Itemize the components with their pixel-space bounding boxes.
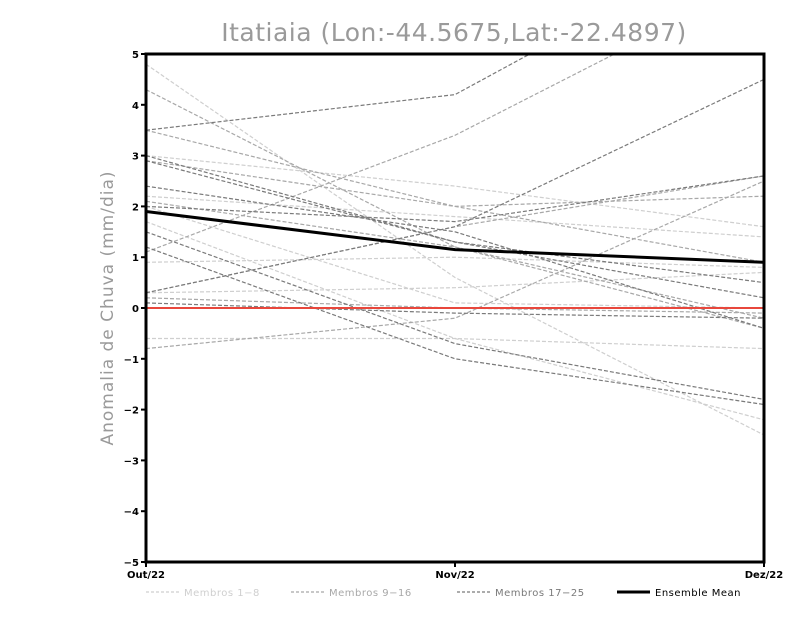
y-tick-label: 1 — [132, 253, 139, 264]
member-line-22 — [146, 246, 764, 406]
member-line-24 — [146, 302, 764, 319]
legend-label: Ensemble Mean — [655, 588, 741, 599]
member-line-14 — [146, 175, 764, 294]
member-line-23 — [146, 78, 764, 294]
y-axis-ticks: −5 −4 −3 −2 −1 0 1 2 3 4 5 — [124, 50, 146, 569]
legend-label: Membros 9−16 — [329, 588, 412, 599]
y-tick-label: 4 — [132, 101, 139, 112]
member-line-13 — [146, 54, 616, 253]
ensemble-mean-line — [146, 210, 764, 264]
member-line-21 — [146, 231, 764, 400]
plot-frame — [144, 52, 766, 564]
member-line-19 — [146, 185, 764, 329]
y-tick-label: −4 — [124, 507, 139, 518]
member-line-12 — [146, 200, 764, 319]
member-line-17 — [146, 54, 532, 131]
member-line-1 — [146, 63, 764, 436]
member-line-9 — [146, 89, 764, 329]
member-line-15 — [146, 180, 764, 350]
y-tick-label: 0 — [132, 304, 139, 315]
x-tick-label: Out/22 — [127, 570, 165, 581]
legend-label: Membros 1−8 — [184, 588, 260, 599]
member-line-3 — [146, 205, 764, 309]
y-tick-label: 2 — [132, 202, 139, 213]
y-tick-label: 3 — [132, 152, 139, 163]
y-tick-label: −3 — [124, 456, 139, 467]
member-line-2 — [146, 155, 764, 228]
member-line-5 — [146, 271, 764, 294]
y-tick-label: −1 — [124, 355, 139, 366]
y-axis-label: Anomalia de Chuva (mm/dia) — [98, 170, 118, 445]
member-line-11 — [146, 160, 764, 208]
y-tick-label: −5 — [124, 558, 139, 569]
legend: Membros 1−8 Membros 9−16 Membros 17−25 Ense… — [146, 588, 741, 599]
member-line-25 — [146, 160, 764, 284]
member-line-20 — [146, 175, 764, 223]
member-line-4 — [146, 221, 764, 421]
member-line-8 — [146, 195, 764, 238]
legend-label: Membros 17−25 — [495, 588, 585, 599]
y-tick-label: 5 — [132, 50, 139, 61]
y-tick-label: −2 — [124, 406, 139, 417]
x-axis-ticks: Out/22 Nov/22 Dez/22 — [127, 562, 783, 581]
x-tick-label: Nov/22 — [435, 570, 474, 581]
member-line-7 — [146, 256, 764, 268]
x-tick-label: Dez/22 — [745, 570, 784, 581]
series-layer — [146, 54, 764, 436]
chart-title: Itatiaia (Lon:-44.5675,Lat:-22.4897) — [221, 18, 687, 47]
